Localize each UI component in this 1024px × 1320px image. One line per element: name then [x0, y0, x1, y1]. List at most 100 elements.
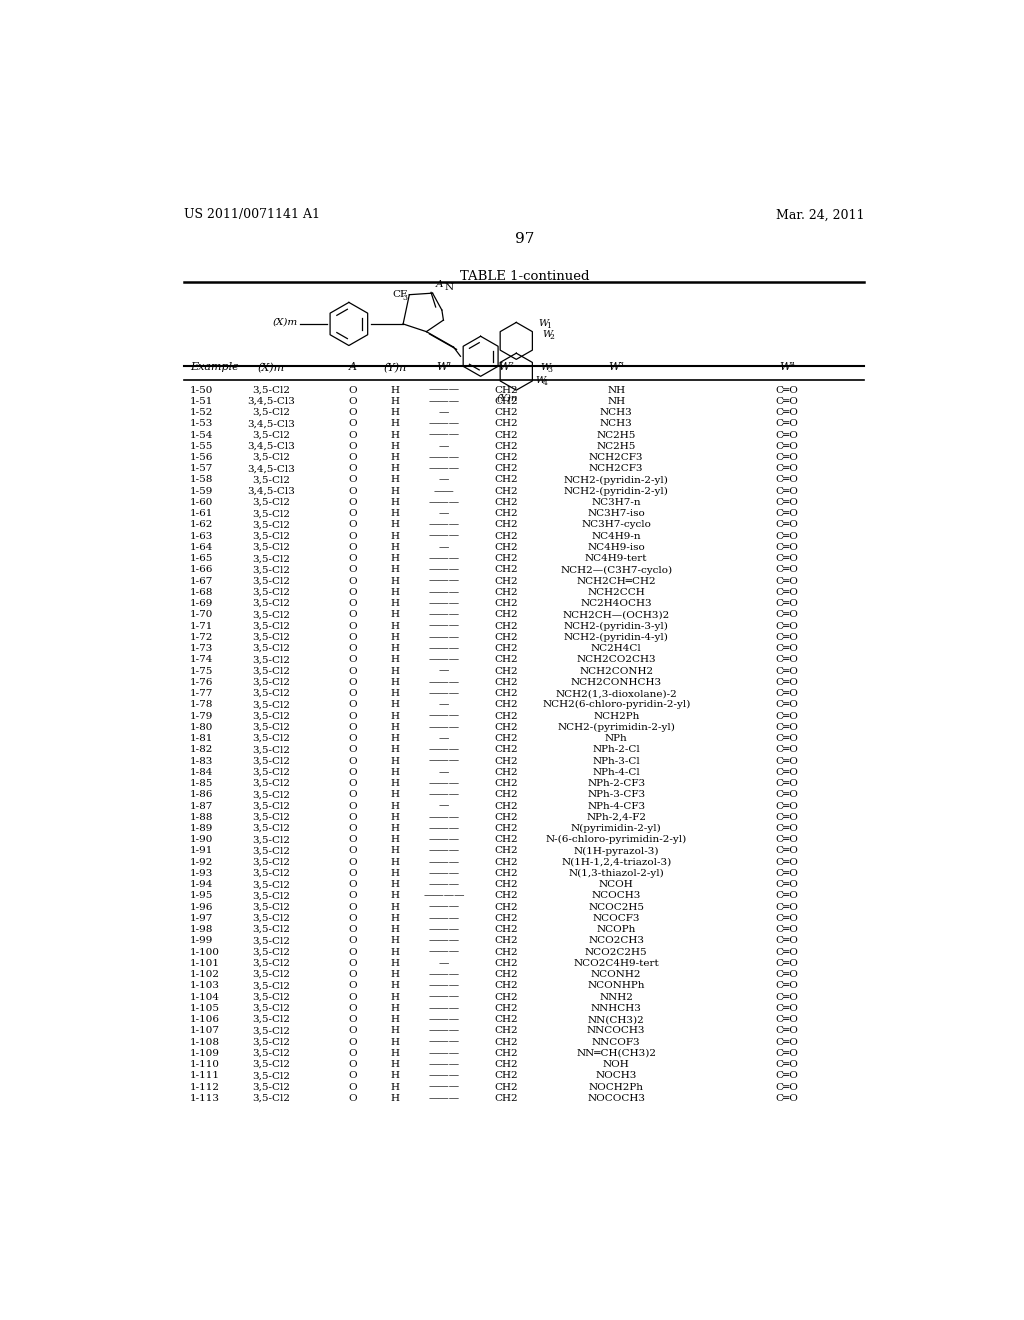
Text: 1-70: 1-70: [190, 610, 213, 619]
Text: 3,5-Cl2: 3,5-Cl2: [252, 610, 291, 619]
Text: 3,5-Cl2: 3,5-Cl2: [252, 453, 291, 462]
Text: 4: 4: [543, 379, 548, 387]
Text: 1-57: 1-57: [190, 465, 213, 474]
Text: C═O: C═O: [775, 1003, 798, 1012]
Text: 3,5-Cl2: 3,5-Cl2: [252, 1072, 291, 1080]
Text: H: H: [391, 756, 400, 766]
Text: 1-61: 1-61: [190, 510, 213, 519]
Text: ———: ———: [429, 925, 460, 935]
Text: CH2: CH2: [495, 701, 518, 709]
Text: O: O: [348, 891, 357, 900]
Text: ———: ———: [429, 554, 460, 564]
Text: 3,5-Cl2: 3,5-Cl2: [252, 813, 291, 822]
Text: NCOH: NCOH: [599, 880, 634, 890]
Text: O: O: [348, 622, 357, 631]
Text: NC2H4OCH3: NC2H4OCH3: [581, 599, 652, 609]
Text: ———: ———: [429, 632, 460, 642]
Text: NPh-2-Cl: NPh-2-Cl: [592, 746, 640, 754]
Text: H: H: [391, 1027, 400, 1035]
Text: O: O: [348, 768, 357, 776]
Text: O: O: [348, 958, 357, 968]
Text: ———: ———: [429, 970, 460, 979]
Text: CH2: CH2: [495, 610, 518, 619]
Text: ———: ———: [429, 880, 460, 890]
Text: ———: ———: [429, 711, 460, 721]
Text: CH2: CH2: [495, 465, 518, 474]
Text: (Y)n: (Y)n: [497, 395, 518, 403]
Text: 1-75: 1-75: [190, 667, 213, 676]
Text: 3,5-Cl2: 3,5-Cl2: [252, 891, 291, 900]
Text: ——: ——: [434, 487, 455, 496]
Text: NPh-3-Cl: NPh-3-Cl: [592, 756, 640, 766]
Text: 1-88: 1-88: [190, 813, 213, 822]
Text: ———: ———: [429, 1015, 460, 1024]
Text: O: O: [348, 632, 357, 642]
Text: W²: W²: [499, 363, 514, 372]
Text: CH2: CH2: [495, 655, 518, 664]
Text: 3,5-Cl2: 3,5-Cl2: [252, 1003, 291, 1012]
Text: 1-64: 1-64: [190, 543, 213, 552]
Text: 3,5-Cl2: 3,5-Cl2: [252, 554, 291, 564]
Text: NC2H5: NC2H5: [597, 442, 636, 450]
Text: 1-53: 1-53: [190, 420, 213, 428]
Text: 3,5-Cl2: 3,5-Cl2: [252, 925, 291, 935]
Text: NCO2CH3: NCO2CH3: [588, 936, 644, 945]
Text: O: O: [348, 577, 357, 586]
Text: 1-112: 1-112: [190, 1082, 220, 1092]
Text: O: O: [348, 465, 357, 474]
Text: H: H: [391, 430, 400, 440]
Text: 3,5-Cl2: 3,5-Cl2: [252, 1082, 291, 1092]
Text: H: H: [391, 768, 400, 776]
Text: O: O: [348, 711, 357, 721]
Text: 3,5-Cl2: 3,5-Cl2: [252, 1094, 291, 1102]
Text: 1-85: 1-85: [190, 779, 213, 788]
Text: O: O: [348, 487, 357, 496]
Text: NCH2—(C3H7-cyclo): NCH2—(C3H7-cyclo): [560, 565, 673, 574]
Text: O: O: [348, 498, 357, 507]
Text: 1-73: 1-73: [190, 644, 213, 653]
Text: CH2: CH2: [495, 510, 518, 519]
Text: A: A: [435, 280, 443, 289]
Text: 1-91: 1-91: [190, 846, 213, 855]
Text: 3,5-Cl2: 3,5-Cl2: [252, 746, 291, 754]
Text: NPh-4-CF3: NPh-4-CF3: [587, 801, 645, 810]
Text: H: H: [391, 1094, 400, 1102]
Text: O: O: [348, 936, 357, 945]
Text: C═O: C═O: [775, 903, 798, 912]
Text: CH2: CH2: [495, 746, 518, 754]
Text: H: H: [391, 801, 400, 810]
Text: —: —: [439, 510, 450, 519]
Text: NCO2C4H9-tert: NCO2C4H9-tert: [573, 958, 659, 968]
Text: ———: ———: [429, 397, 460, 405]
Text: CH2: CH2: [495, 846, 518, 855]
Text: H: H: [391, 487, 400, 496]
Text: 3,5-Cl2: 3,5-Cl2: [252, 1027, 291, 1035]
Text: 1-52: 1-52: [190, 408, 213, 417]
Text: NCH2CO2CH3: NCH2CO2CH3: [577, 655, 656, 664]
Text: CH2: CH2: [495, 801, 518, 810]
Text: CH2: CH2: [495, 768, 518, 776]
Text: 1-60: 1-60: [190, 498, 213, 507]
Text: NOH: NOH: [603, 1060, 630, 1069]
Text: NCOCH3: NCOCH3: [592, 891, 641, 900]
Text: O: O: [348, 1049, 357, 1057]
Text: ———: ———: [429, 858, 460, 867]
Text: C═O: C═O: [775, 442, 798, 450]
Text: W⁴: W⁴: [779, 363, 795, 372]
Text: H: H: [391, 936, 400, 945]
Text: NCH2Ph: NCH2Ph: [593, 711, 639, 721]
Text: C═O: C═O: [775, 487, 798, 496]
Text: H: H: [391, 420, 400, 428]
Text: H: H: [391, 723, 400, 731]
Text: H: H: [391, 510, 400, 519]
Text: NCOCF3: NCOCF3: [593, 913, 640, 923]
Text: W: W: [539, 319, 549, 329]
Text: O: O: [348, 655, 357, 664]
Text: 1-82: 1-82: [190, 746, 213, 754]
Text: NN═CH(CH3)2: NN═CH(CH3)2: [577, 1049, 656, 1057]
Text: C═O: C═O: [775, 532, 798, 541]
Text: 1-84: 1-84: [190, 768, 213, 776]
Text: C═O: C═O: [775, 858, 798, 867]
Text: 3,5-Cl2: 3,5-Cl2: [252, 981, 291, 990]
Text: NC3H7-cyclo: NC3H7-cyclo: [582, 520, 651, 529]
